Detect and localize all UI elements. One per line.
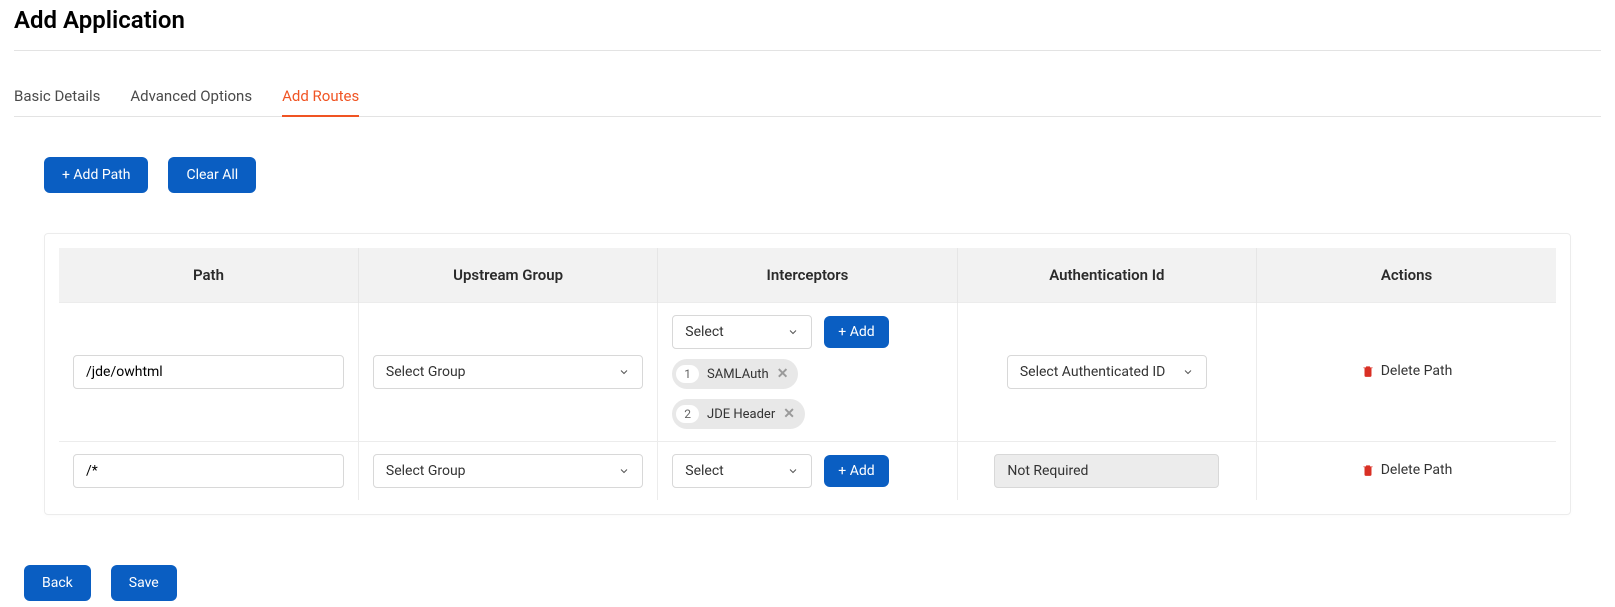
chip-index: 2 <box>676 405 699 423</box>
routes-table: Path Upstream Group Interceptors Authent… <box>59 248 1556 500</box>
select-value: Select Group <box>386 364 466 380</box>
table-row: Select Group Select + Add <box>59 442 1556 501</box>
interceptor-select[interactable]: Select <box>672 315 812 349</box>
path-input[interactable] <box>73 355 344 389</box>
chip-index: 1 <box>676 365 699 383</box>
table-row: Select Group Select + Add <box>59 303 1556 442</box>
delete-path-button[interactable]: Delete Path <box>1361 363 1453 379</box>
path-input[interactable] <box>73 454 344 488</box>
select-value: Select <box>685 463 723 479</box>
remove-chip-icon[interactable]: ✕ <box>783 407 795 421</box>
chevron-down-icon <box>618 366 630 378</box>
interceptor-chip: 2 JDE Header ✕ <box>672 399 805 429</box>
routes-card: Path Upstream Group Interceptors Authent… <box>44 233 1571 515</box>
delete-path-button[interactable]: Delete Path <box>1361 462 1453 478</box>
remove-chip-icon[interactable]: ✕ <box>777 367 789 381</box>
chevron-down-icon <box>787 326 799 338</box>
tabs: Basic Details Advanced Options Add Route… <box>14 77 1601 117</box>
auth-not-required-label: Not Required <box>1007 463 1088 479</box>
col-header-interceptors: Interceptors <box>658 248 957 303</box>
tab-basic-details[interactable]: Basic Details <box>14 77 100 116</box>
upstream-group-select[interactable]: Select Group <box>373 355 643 389</box>
back-button[interactable]: Back <box>24 565 91 601</box>
col-header-upstream: Upstream Group <box>358 248 657 303</box>
chevron-down-icon <box>787 465 799 477</box>
trash-icon <box>1361 463 1375 477</box>
select-value: Select Authenticated ID <box>1020 364 1165 380</box>
save-button[interactable]: Save <box>111 565 177 601</box>
select-value: Select <box>685 324 723 340</box>
tab-add-routes[interactable]: Add Routes <box>282 77 359 117</box>
auth-id-readonly: Not Required <box>994 454 1219 488</box>
select-value: Select Group <box>386 463 466 479</box>
trash-icon <box>1361 364 1375 378</box>
chevron-down-icon <box>618 465 630 477</box>
upstream-group-select[interactable]: Select Group <box>373 454 643 488</box>
col-header-actions: Actions <box>1257 248 1556 303</box>
col-header-auth: Authentication Id <box>957 248 1256 303</box>
tab-advanced-options[interactable]: Advanced Options <box>130 77 252 116</box>
auth-id-select[interactable]: Select Authenticated ID <box>1007 355 1207 389</box>
add-path-button[interactable]: + Add Path <box>44 157 148 193</box>
chevron-down-icon <box>1182 366 1194 378</box>
clear-all-button[interactable]: Clear All <box>168 157 256 193</box>
add-interceptor-button[interactable]: + Add <box>824 455 888 487</box>
add-interceptor-button[interactable]: + Add <box>824 316 888 348</box>
delete-path-label: Delete Path <box>1381 462 1453 478</box>
chip-label: SAMLAuth <box>707 367 769 382</box>
page-title: Add Application <box>14 0 1601 51</box>
interceptor-select[interactable]: Select <box>672 454 812 488</box>
delete-path-label: Delete Path <box>1381 363 1453 379</box>
col-header-path: Path <box>59 248 358 303</box>
chip-label: JDE Header <box>707 407 775 422</box>
interceptor-chip: 1 SAMLAuth ✕ <box>672 359 798 389</box>
